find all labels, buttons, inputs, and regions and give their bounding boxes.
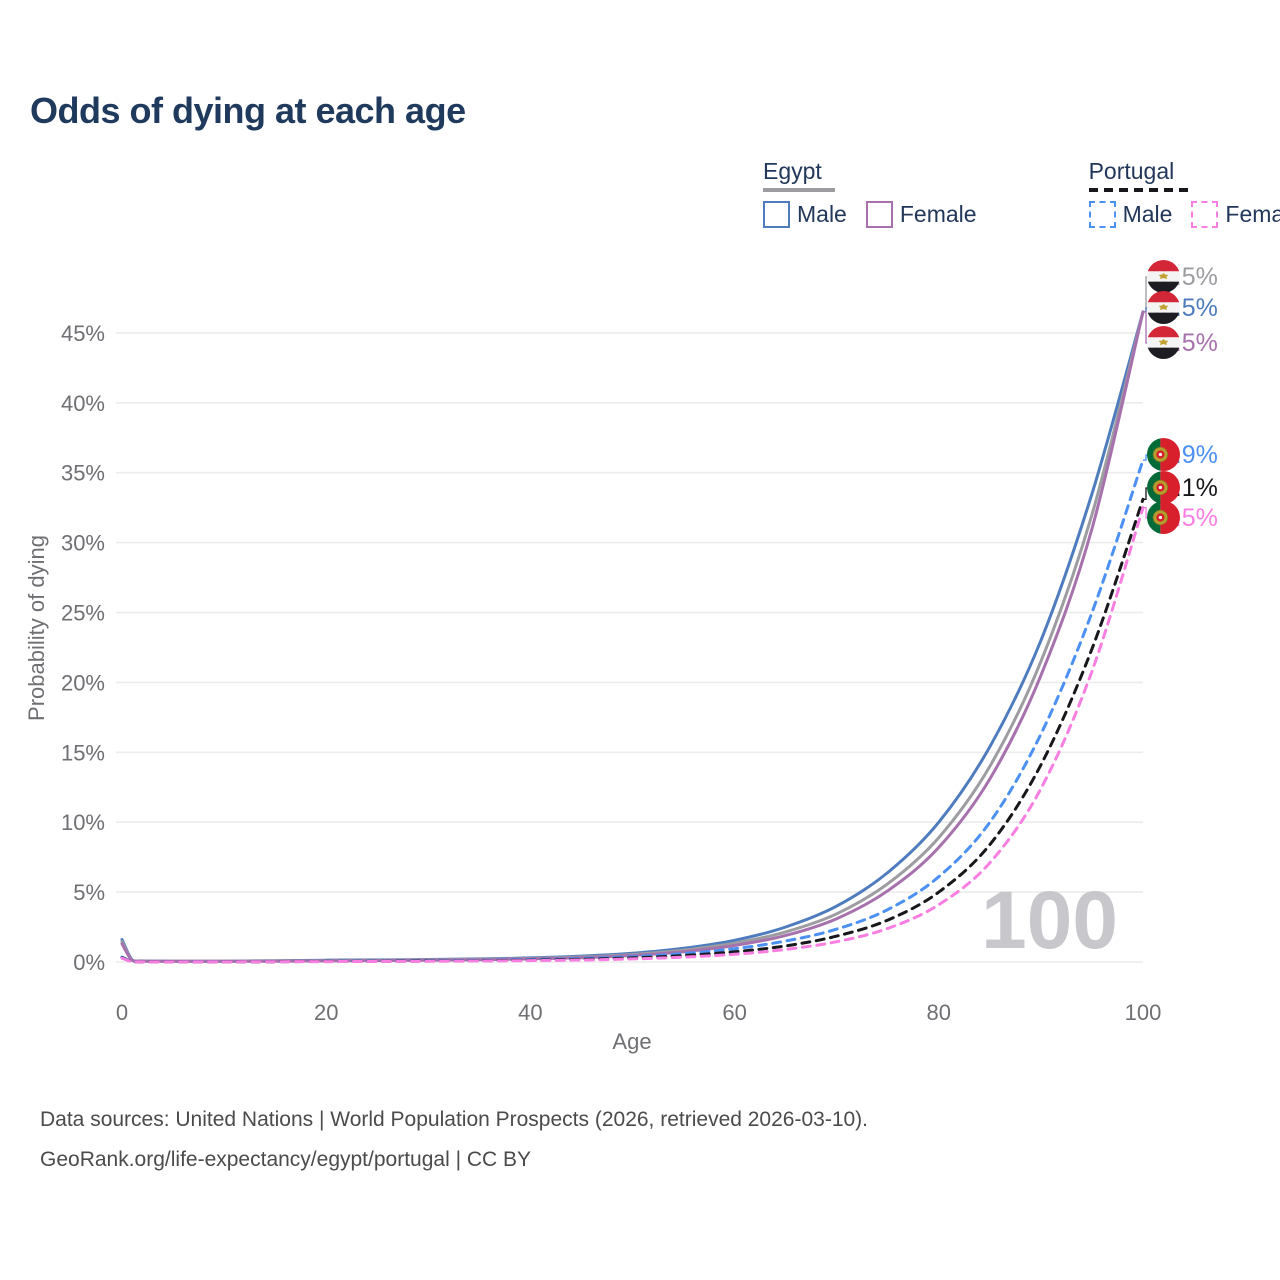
y-tick-label: 15%	[61, 740, 105, 765]
x-axis-tick-labels: 0 20 40 60 80 100	[116, 1000, 1161, 1025]
y-tick-label: 45%	[61, 321, 105, 346]
egypt-male-swatch-icon	[763, 201, 790, 228]
end-label-row-egypt-both-sexes: 46.5%	[1147, 260, 1218, 294]
end-label-row-portugal-male: 35.9%	[1147, 438, 1218, 472]
egypt-flag-icon	[1147, 326, 1180, 359]
legend-item-egypt-male[interactable]: Male	[763, 201, 847, 228]
y-tick-label: 25%	[61, 601, 105, 626]
portugal-male-swatch-icon	[1088, 201, 1116, 228]
portugal-female-swatch-icon	[1191, 201, 1219, 228]
egypt-flag-icon	[1147, 291, 1180, 324]
age-watermark: 100	[981, 875, 1118, 966]
legend-group-egypt: Egypt Male Female	[763, 158, 977, 228]
y-tick-label: 40%	[61, 391, 105, 416]
series-line-portugal-female	[120, 506, 1145, 964]
end-label-row-portugal-female: 32.5%	[1147, 501, 1218, 535]
portugal-flag-icon	[1147, 501, 1180, 534]
portugal-flag-icon	[1147, 471, 1180, 504]
x-tick-label: 20	[314, 1000, 338, 1025]
egypt-flag-icon	[1147, 260, 1180, 293]
gridlines	[116, 332, 1143, 963]
legend-item-label: Female	[1225, 201, 1280, 227]
footer-attribution: GeoRank.org/life-expectancy/egypt/portug…	[40, 1148, 532, 1171]
y-tick-label: 5%	[73, 880, 105, 905]
y-tick-label: 20%	[61, 670, 105, 695]
legend-item-egypt-female[interactable]: Female	[865, 201, 977, 228]
legend-item-label: Male	[797, 201, 847, 227]
x-tick-label: 80	[927, 1000, 951, 1025]
legend-group-title: Egypt	[763, 158, 822, 184]
legend-group-title: Portugal	[1088, 158, 1175, 184]
x-tick-label: 100	[1125, 1000, 1162, 1025]
x-tick-label: 40	[518, 1000, 542, 1025]
x-axis-title: Age	[612, 1029, 651, 1054]
legend-underline-solid	[763, 188, 835, 192]
legend-item-portugal-female[interactable]: Female	[1191, 201, 1280, 228]
line-chart: 100 0% 5% 10% 15% 20% 25% 30% 35% 40% 45% 0 20 40 60…	[24, 276, 1161, 1054]
legend-group-portugal: Portugal Male Female	[1088, 158, 1280, 228]
end-label-row-egypt-male: 46.5%	[1147, 291, 1218, 325]
y-tick-label: 35%	[61, 461, 105, 486]
y-tick-label: 30%	[61, 531, 105, 556]
portugal-flag-icon	[1147, 438, 1180, 471]
legend-underline-dashed	[1088, 188, 1191, 192]
legend-item-portugal-male[interactable]: Male	[1088, 201, 1173, 228]
y-axis-title: Probability of dying	[24, 535, 49, 721]
legend-item-label: Male	[1122, 201, 1173, 227]
y-axis-tick-labels: 0% 5% 10% 15% 20% 25% 30% 35% 40% 45%	[61, 321, 105, 975]
x-tick-label: 0	[116, 1000, 128, 1025]
y-tick-label: 0%	[73, 950, 105, 975]
egypt-female-swatch-icon	[865, 201, 893, 228]
end-label-row-egypt-female: 46.5%	[1147, 326, 1218, 360]
x-tick-label: 60	[722, 1000, 746, 1025]
chart-title: Odds of dying at each age	[30, 90, 466, 131]
legend-item-label: Female	[899, 201, 977, 227]
legend: Egypt Male Female Portugal Male	[763, 158, 1280, 228]
end-label-row-portugal-both-sexes: 33.1%	[1147, 471, 1218, 505]
footer-sources: Data sources: United Nations | World Pop…	[40, 1108, 869, 1131]
y-tick-label: 10%	[61, 810, 105, 835]
series-lines	[120, 310, 1145, 964]
